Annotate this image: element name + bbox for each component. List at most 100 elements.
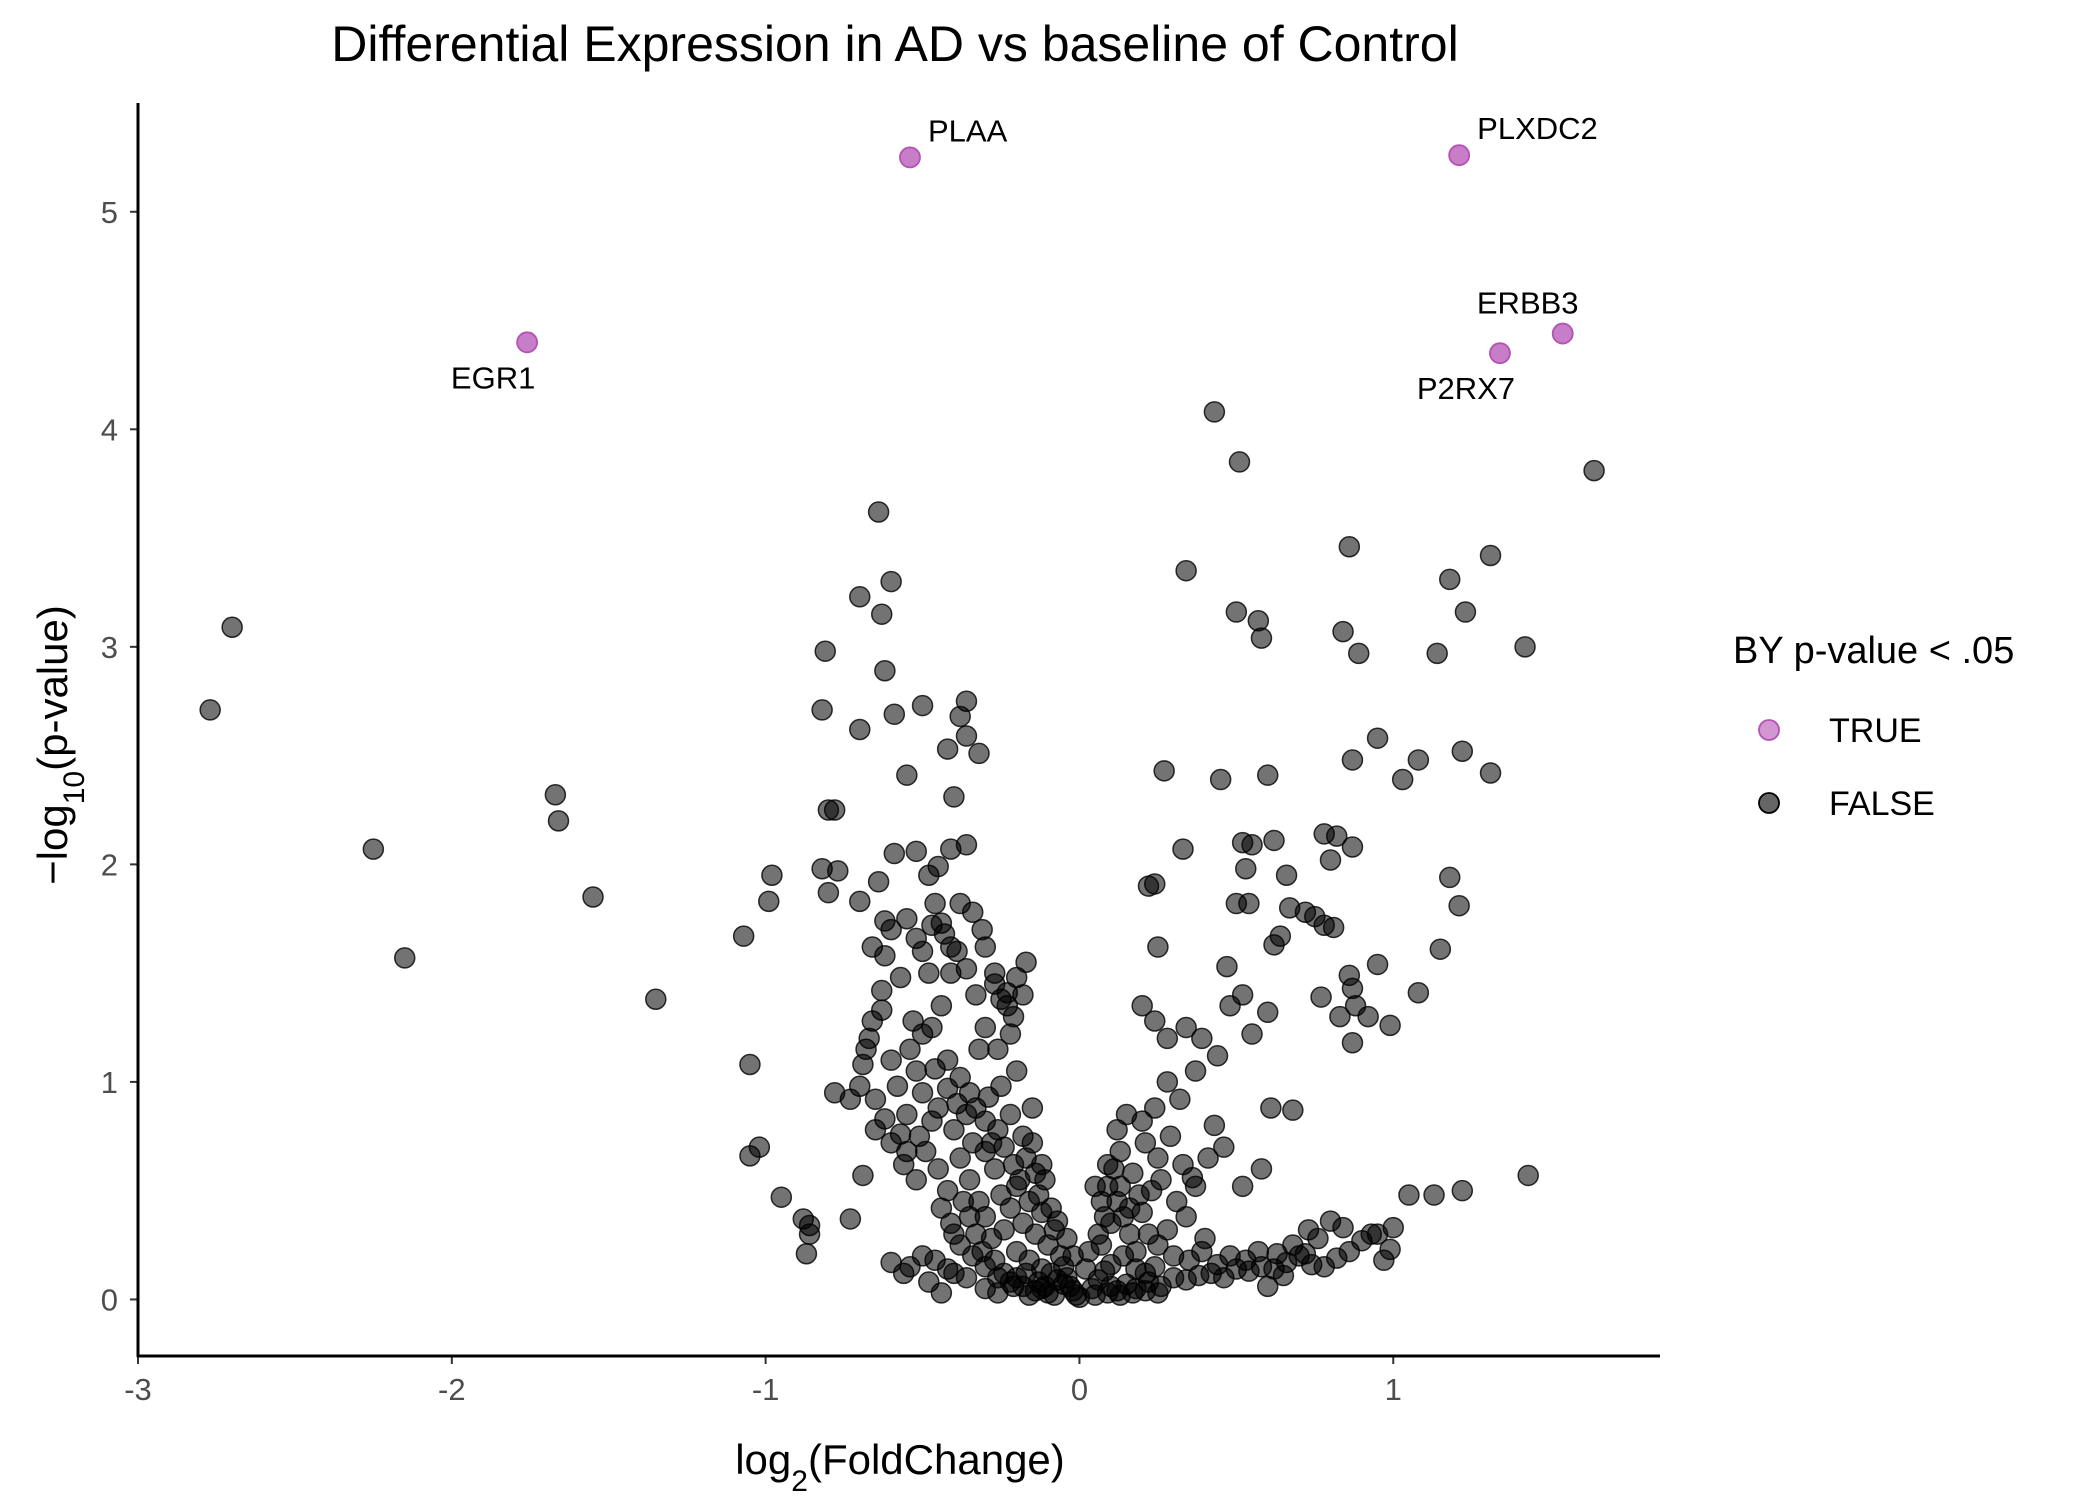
data-point-false	[924, 1058, 946, 1080]
data-point-false	[1583, 459, 1605, 482]
data-point-false	[861, 1010, 884, 1032]
data-point-false	[1238, 892, 1260, 915]
data-point-false	[761, 864, 783, 886]
x-axis-title-suffix: (FoldChange)	[808, 1436, 1065, 1483]
data-point-false	[1256, 764, 1279, 786]
data-point-false	[1231, 984, 1254, 1006]
data-point-false	[1366, 953, 1389, 976]
point-labels: PLAA PLXDC2 ERBB3 P2RX7 EGR1	[451, 111, 1598, 406]
data-point-false	[927, 1158, 949, 1180]
data-point-false	[544, 784, 567, 806]
data-point-false	[905, 1169, 928, 1191]
data-point-false	[892, 1262, 915, 1285]
x-tick-label: -1	[752, 1372, 780, 1407]
point-label: P2RX7	[1417, 371, 1515, 406]
data-point-false	[1454, 601, 1477, 623]
data-point-false	[1024, 1162, 1047, 1185]
data-point-false	[1275, 864, 1298, 886]
data-point-false	[930, 995, 953, 1017]
data-point-false	[874, 660, 896, 682]
data-point-false	[905, 840, 928, 863]
legend-key-true	[1758, 719, 1780, 741]
data-point-false	[1256, 1001, 1279, 1024]
data-point-false	[870, 979, 893, 1002]
data-point-false	[1341, 749, 1364, 771]
data-point-false	[758, 890, 780, 913]
data-point-false	[961, 901, 984, 923]
data-point-false	[1159, 1125, 1182, 1148]
data-point-false	[886, 1075, 909, 1098]
data-point-false	[867, 871, 890, 893]
data-point-false	[936, 738, 959, 760]
legend-label-false: FALSE	[1829, 785, 1935, 823]
data-point-false	[949, 1147, 971, 1169]
data-point-false	[952, 1190, 975, 1213]
data-point-false	[968, 742, 990, 765]
data-point-false	[911, 694, 934, 717]
data-point-false	[1156, 1027, 1179, 1050]
legend-key-false	[1758, 792, 1780, 814]
data-point-false	[1382, 1216, 1405, 1239]
data-point-false	[1150, 1169, 1172, 1191]
data-point-false	[930, 912, 953, 934]
data-point-false	[852, 1164, 874, 1187]
data-point-false	[849, 718, 871, 741]
data-point-false	[1015, 1147, 1037, 1169]
data-point-false	[936, 1077, 959, 1100]
data-point-false	[1172, 838, 1194, 860]
data-point-false	[1046, 1210, 1069, 1232]
data-point-false	[1391, 768, 1414, 791]
data-point-false	[582, 886, 604, 908]
data-point-false	[1131, 1110, 1153, 1132]
data-point-true	[1448, 144, 1471, 167]
data-point-false	[874, 1108, 896, 1130]
legend: BY p-value < .05 TRUE FALSE	[1733, 630, 2014, 823]
data-point-false	[1181, 1166, 1204, 1189]
data-point-false	[1326, 825, 1348, 847]
x-tick-label: -3	[124, 1372, 152, 1407]
data-point-false	[1341, 1032, 1364, 1054]
data-point-false	[899, 1038, 921, 1061]
data-point-false	[1429, 938, 1452, 960]
data-point-false	[1297, 1219, 1320, 1241]
data-point-false	[1338, 536, 1361, 558]
data-point-false	[1451, 740, 1474, 763]
data-point-false	[1407, 749, 1430, 771]
data-point-false	[896, 764, 918, 786]
data-point-false	[987, 1038, 1009, 1061]
data-point-false	[946, 940, 968, 963]
legend-label-true: TRUE	[1829, 712, 1922, 750]
data-point-false	[1206, 1045, 1229, 1067]
data-point-false	[1360, 1223, 1383, 1245]
data-point-false	[1347, 642, 1370, 665]
data-point-false	[955, 958, 978, 980]
data-point-false	[1093, 1206, 1116, 1228]
data-point-false	[1203, 1114, 1226, 1137]
data-point-false	[896, 1140, 918, 1163]
data-point-false	[1213, 1136, 1235, 1158]
data-point-false	[393, 947, 416, 969]
data-point-false	[1027, 1184, 1050, 1206]
y-tick-label: 5	[101, 195, 118, 230]
data-point-false	[1184, 1060, 1207, 1082]
data-point-false	[221, 616, 243, 639]
x-tick-label: 0	[1071, 1372, 1088, 1407]
data-point-false	[823, 799, 846, 821]
data-point-false	[1169, 1088, 1191, 1111]
data-point-false	[1448, 894, 1470, 917]
data-point-false	[1366, 727, 1389, 749]
data-point-false	[1074, 1258, 1097, 1280]
data-point-false	[1407, 981, 1430, 1004]
data-point-false	[739, 1053, 761, 1076]
data-point-false	[1005, 1060, 1028, 1082]
data-point-false	[1479, 544, 1502, 567]
data-point-false	[1438, 568, 1461, 591]
data-point-false	[849, 890, 871, 913]
data-point-false	[911, 1245, 934, 1267]
data-point-false	[955, 725, 978, 747]
data-point-false	[996, 981, 1019, 1004]
data-point-true	[899, 146, 921, 169]
data-point-false	[748, 1136, 771, 1158]
data-point-false	[1225, 601, 1248, 623]
data-point-false	[1329, 1005, 1351, 1028]
